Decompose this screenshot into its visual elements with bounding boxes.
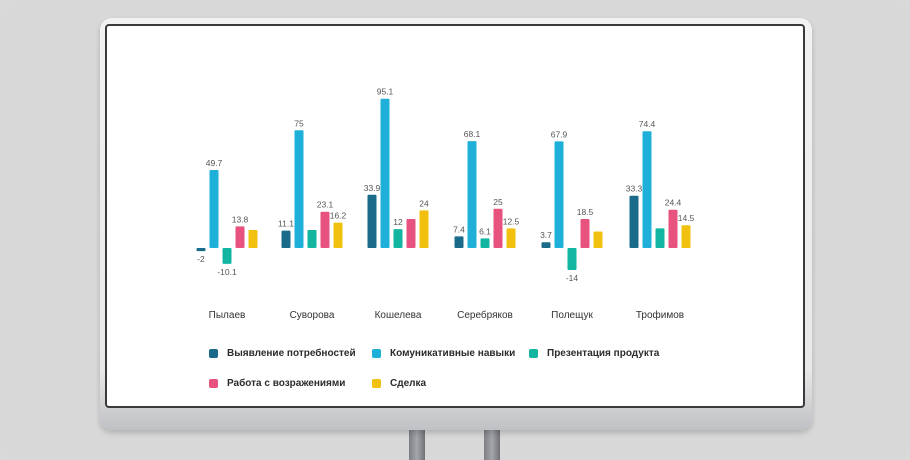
bar-objections-1 (320, 211, 330, 248)
data-label-communication-4: 67.9 (551, 129, 568, 139)
data-label-objections-5: 24.4 (665, 198, 682, 208)
legend-swatch-needs (209, 349, 218, 358)
legend-label-deal: Сделка (390, 378, 427, 389)
data-label-needs-1: 11.1 (278, 219, 294, 229)
legend-swatch-objections (209, 379, 218, 388)
bar-presentation-3 (480, 238, 490, 248)
data-label-communication-2: 95.1 (377, 87, 394, 97)
data-label-deal-1: 16.2 (330, 211, 347, 221)
category-label-0: Пылаев (209, 310, 246, 321)
data-label-needs-4: 3.7 (540, 230, 552, 240)
data-label-objections-1: 23.1 (317, 200, 334, 210)
bar-communication-4 (554, 141, 564, 248)
bar-objections-0 (235, 226, 245, 248)
bar-needs-5 (629, 195, 639, 248)
bar-deal-5 (681, 225, 691, 248)
bar-needs-2 (367, 194, 377, 248)
bar-deal-3 (506, 228, 516, 248)
data-label-objections-0: 13.8 (232, 214, 249, 224)
bar-needs-1 (281, 230, 291, 248)
bar-deal-1 (333, 222, 343, 248)
bar-deal-2 (419, 210, 429, 248)
bar-chart: -2 49.7 -10.1 13.8 Пылаев 11.1 75 23.116.2 Сувор… (196, 87, 695, 321)
monitor-stand-left (409, 428, 425, 460)
legend-item-needs: Выявление потребностей (209, 348, 356, 359)
monitor-stand-right (484, 428, 500, 460)
data-label-needs-0: -2 (197, 254, 205, 264)
bar-objections-2 (406, 218, 416, 248)
category-label-4: Полещук (551, 310, 593, 321)
legend-swatch-deal (372, 379, 381, 388)
bar-objections-4 (580, 218, 590, 248)
legend-item-presentation: Презентация продукта (529, 348, 659, 359)
bar-presentation-1 (307, 229, 317, 248)
bar-communication-2 (380, 98, 390, 249)
data-label-communication-5: 74.4 (639, 119, 656, 129)
legend-swatch-presentation (529, 349, 538, 358)
data-label-needs-3: 7.4 (453, 224, 465, 234)
legend-label-communication: Комуникативные навыки (390, 348, 516, 359)
legend-item-communication: Комуникативные навыки (372, 348, 515, 359)
bar-communication-1 (294, 130, 304, 248)
data-label-presentation-4: -14 (566, 273, 579, 283)
data-label-presentation-2: 12 (393, 217, 403, 227)
data-label-needs-2: 33.9 (364, 183, 381, 193)
bar-needs-0 (196, 248, 206, 252)
data-label-deal-3: 12.5 (503, 216, 520, 226)
bar-objections-3 (493, 208, 503, 248)
chart-legend: Выявление потребностей Комуникативные на… (209, 348, 769, 398)
data-label-communication-3: 68.1 (464, 129, 481, 139)
bar-communication-0 (209, 169, 219, 248)
bar-presentation-0 (222, 248, 232, 264)
bar-communication-5 (642, 131, 652, 248)
data-label-deal-5: 14.5 (678, 213, 695, 223)
data-label-deal-2: 24 (419, 198, 429, 208)
bar-objections-5 (668, 209, 678, 248)
monitor-screen: -2 49.7 -10.1 13.8 Пылаев 11.1 75 23.1 16.2 Сувор… (105, 24, 805, 408)
legend-label-needs: Выявление потребностей (227, 348, 356, 359)
data-label-presentation-3: 6.1 (479, 226, 491, 236)
data-label-communication-0: 49.7 (206, 158, 223, 168)
data-label-presentation-0: -10.1 (217, 267, 237, 277)
category-label-2: Кошелева (375, 310, 422, 321)
bar-presentation-2 (393, 229, 403, 248)
bar-needs-3 (454, 236, 464, 248)
data-label-needs-5: 33.3 (626, 184, 643, 194)
data-label-communication-1: 75 (294, 118, 304, 128)
legend-item-objections: Работа с возражениями (209, 378, 345, 389)
category-label-1: Суворова (290, 310, 335, 321)
bar-presentation-4 (567, 248, 577, 270)
data-label-objections-3: 25 (493, 197, 503, 207)
category-label-3: Серебряков (457, 309, 513, 321)
bar-deal-4 (593, 231, 603, 248)
legend-item-deal: Сделка (372, 378, 426, 389)
bar-communication-3 (467, 141, 477, 248)
category-label-5: Трофимов (636, 309, 684, 321)
legend-label-presentation: Презентация продукта (547, 348, 660, 359)
bar-needs-4 (541, 242, 551, 248)
bar-deal-0 (248, 229, 258, 248)
legend-label-objections: Работа с возражениями (227, 378, 346, 389)
legend-swatch-communication (372, 349, 381, 358)
data-label-objections-4: 18.5 (577, 207, 594, 217)
bar-presentation-5 (655, 228, 665, 248)
